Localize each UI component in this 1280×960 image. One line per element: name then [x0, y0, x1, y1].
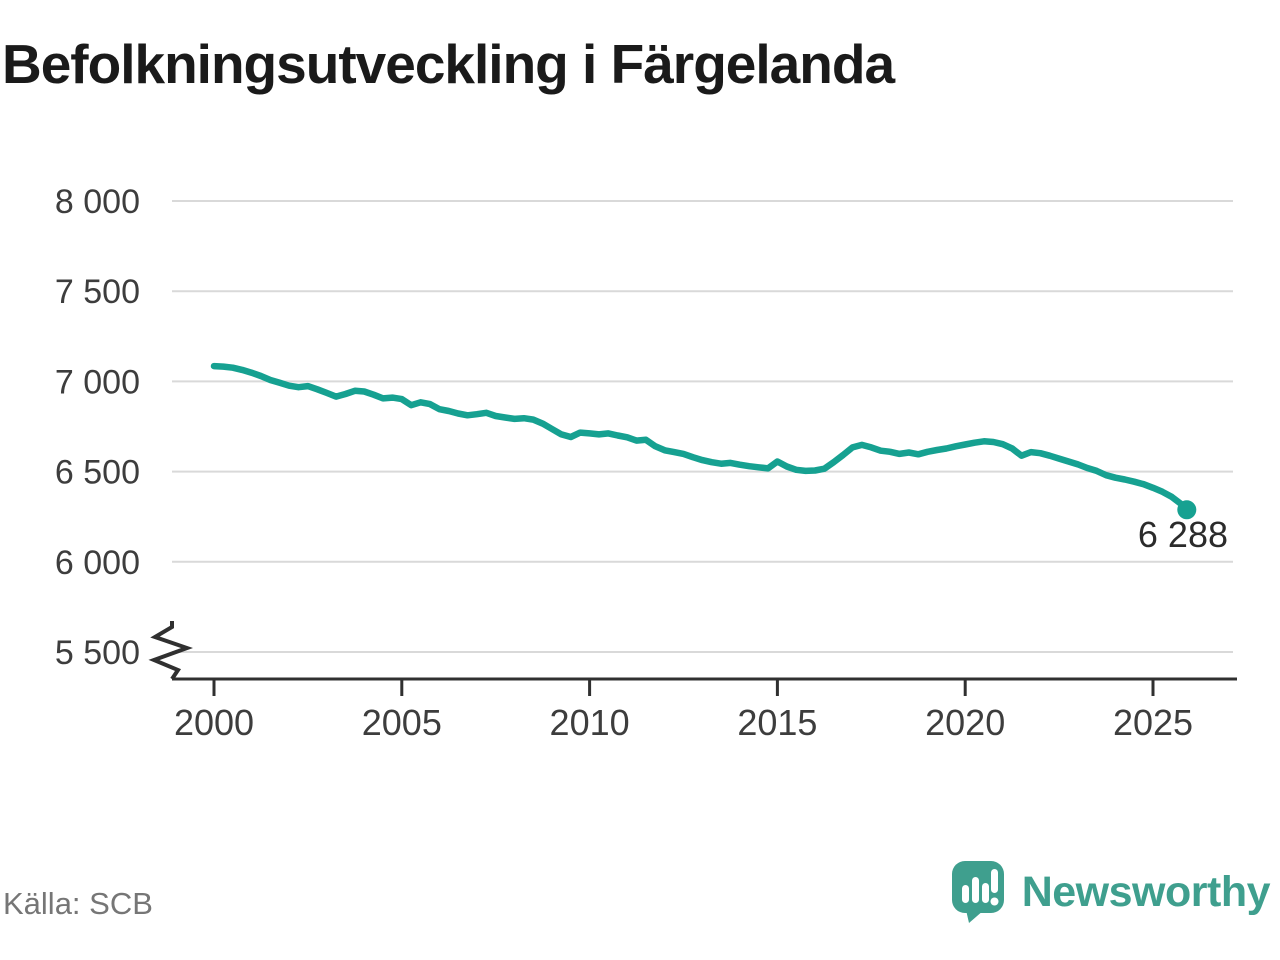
- y-axis-label-7500: 7 500: [55, 273, 140, 311]
- x-axis-label-2015: 2015: [737, 702, 817, 743]
- y-axis-break-icon: [148, 621, 193, 681]
- y-axis-label-6500: 6 500: [55, 454, 140, 492]
- last-value-dot: [1177, 500, 1197, 520]
- y-axis-label-7000: 7 000: [55, 363, 140, 401]
- x-axis-label-2010: 2010: [550, 702, 630, 743]
- speech-bubble-bar-chart-icon: [951, 861, 1004, 923]
- population-line-chart: 8 000 7 500 7 000 6 500 6 000 5 500 2000 2005 20…: [55, 183, 1237, 743]
- newsworthy-logo-text: Newsworthy: [1021, 867, 1271, 916]
- y-axis-label-8000: 8 000: [55, 183, 140, 221]
- x-axis-label-2000: 2000: [174, 702, 254, 743]
- y-axis-label-6000: 6 000: [55, 544, 140, 582]
- x-axis-label-2005: 2005: [362, 702, 442, 743]
- population-series-line: [210, 362, 1191, 514]
- logo-exclamation-bar: [990, 869, 998, 893]
- y-axis-label-5500: 5 500: [55, 634, 140, 672]
- logo-bar-2: [971, 877, 979, 903]
- chart-title: Befolkningsutveckling i Färgelanda: [2, 33, 895, 95]
- last-value-label: 6 288: [1137, 514, 1228, 555]
- logo-bubble-tail: [965, 910, 984, 923]
- x-axis-label-2020: 2020: [925, 702, 1005, 743]
- source-caption: Källa: SCB: [3, 886, 153, 921]
- logo-bar-1: [961, 885, 969, 903]
- logo-exclamation-dot: [990, 897, 999, 906]
- newsworthy-logo: Newsworthy: [951, 860, 1271, 924]
- logo-bar-3: [981, 883, 989, 903]
- x-axis-label-2025: 2025: [1113, 702, 1193, 743]
